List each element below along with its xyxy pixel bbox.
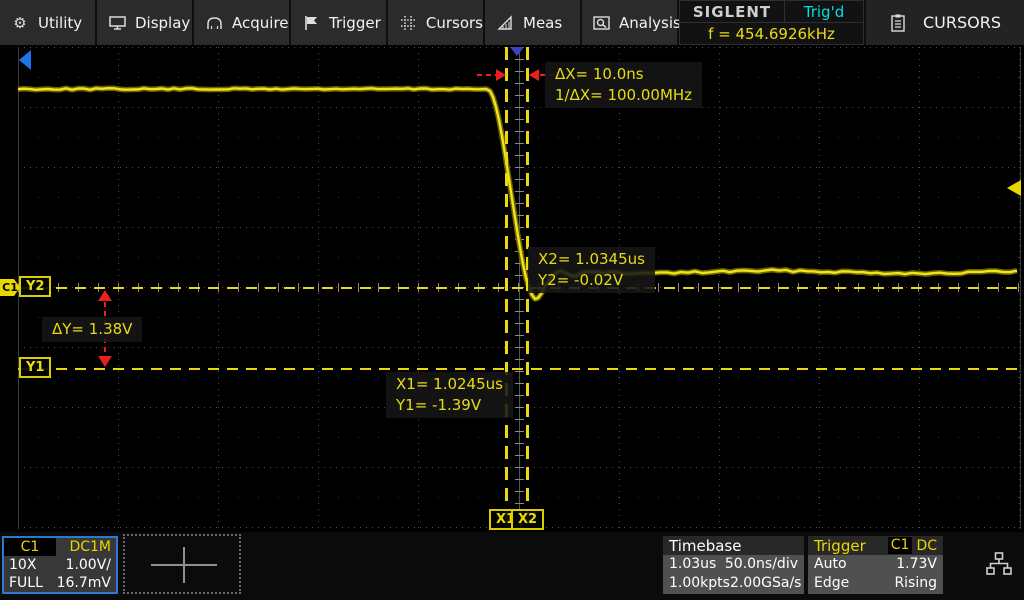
timebase-title: Timebase bbox=[669, 536, 742, 555]
menu-item-label: Analysis bbox=[619, 13, 681, 32]
cursor-y1-line[interactable] bbox=[18, 368, 1020, 370]
acquire-icon bbox=[205, 14, 223, 32]
dy-arrowhead-down-icon bbox=[98, 356, 112, 367]
trigger-level-marker[interactable] bbox=[1007, 180, 1021, 196]
y2-value: Y2= -0.02V bbox=[538, 271, 624, 289]
cursor-y2-line[interactable] bbox=[18, 287, 1020, 289]
menu-item-utility[interactable]: ⚙ Utility bbox=[0, 0, 97, 45]
brand-logo: SIGLENT bbox=[679, 0, 785, 23]
clipboard-icon bbox=[889, 14, 907, 32]
x2y2-readout: X2= 1.0345us Y2= -0.02V bbox=[528, 247, 655, 293]
cursor-x2-tag[interactable]: X2 bbox=[511, 509, 545, 530]
channel1-info-box[interactable]: C1 DC1M 10X 1.00V/ FULL 16.7mV bbox=[2, 536, 118, 594]
inv-dx-value: 1/ΔX= 100.00MHz bbox=[555, 86, 693, 104]
menu-item-label: Utility bbox=[38, 13, 83, 32]
panel-title: CURSORS bbox=[922, 13, 1002, 32]
flag-icon bbox=[302, 14, 320, 32]
menu-item-label: Cursors bbox=[425, 13, 483, 32]
memory-depth: 1.00kpts bbox=[669, 575, 730, 591]
menu-item-trigger[interactable]: Trigger bbox=[291, 0, 388, 45]
status-bar: C1 DC1M 10X 1.00V/ FULL 16.7mV Timebase … bbox=[0, 532, 1024, 600]
waveform-display: C1 Y2 Y1 X1 X2 ΔX= 10.0ns 1/ΔX= 100.00MH… bbox=[0, 45, 1024, 532]
display-icon bbox=[108, 14, 126, 32]
dx-arrow-dash-left bbox=[477, 74, 498, 76]
dy-value: ΔY= 1.38V bbox=[52, 320, 133, 338]
trigger-type: Edge bbox=[814, 575, 850, 591]
y1-value: Y1= -1.39V bbox=[396, 396, 482, 414]
timebase-info-box[interactable]: Timebase 1.03us 50.0ns/div 1.00kpts 2.00… bbox=[663, 536, 804, 594]
channel1-scale: 1.00V/ bbox=[65, 557, 111, 573]
x1-value: X1= 1.0245us bbox=[396, 375, 503, 393]
network-icon[interactable] bbox=[986, 552, 1012, 580]
sample-rate: 2.00GSa/s bbox=[729, 575, 802, 591]
menu-item-cursors[interactable]: Cursors bbox=[388, 0, 485, 45]
analysis-icon bbox=[593, 14, 610, 32]
dx-arrowhead-left-icon bbox=[529, 69, 539, 81]
channel1-name: C1 bbox=[4, 538, 56, 556]
menu-item-label: Display bbox=[135, 13, 191, 32]
channel1-bandwidth: FULL bbox=[9, 575, 43, 591]
cursors-icon bbox=[399, 14, 417, 32]
timebase-delay: 1.03us bbox=[669, 556, 717, 572]
dx-readout: ΔX= 10.0ns 1/ΔX= 100.00MHz bbox=[545, 62, 703, 108]
measure-icon bbox=[496, 14, 514, 32]
dx-value: ΔX= 10.0ns bbox=[555, 65, 644, 83]
menu-item-label: Acquire bbox=[232, 13, 289, 32]
plus-icon bbox=[183, 547, 185, 583]
horizontal-position-marker[interactable] bbox=[19, 50, 31, 70]
dy-arrowhead-up-icon bbox=[98, 290, 112, 301]
trigger-source: C1 bbox=[887, 537, 913, 554]
channel1-offset: 16.7mV bbox=[56, 575, 111, 591]
trigger-frequency-readout: f = 454.6926kHz bbox=[679, 23, 864, 45]
dy-readout: ΔY= 1.38V bbox=[42, 317, 143, 342]
empty-channel-slot[interactable] bbox=[123, 534, 241, 594]
channel1-probe: 10X bbox=[9, 557, 37, 573]
status-block: SIGLENT Trig'd f = 454.6926kHz bbox=[679, 0, 866, 45]
cursor-y2-tag[interactable]: Y2 bbox=[19, 276, 52, 297]
x1y1-readout: X1= 1.0245us Y1= -1.39V bbox=[386, 372, 513, 418]
trigger-mode: Auto bbox=[814, 556, 847, 572]
gear-icon: ⚙ bbox=[13, 13, 27, 32]
trigger-status-badge: Trig'd bbox=[785, 0, 864, 23]
trigger-level: 1.73V bbox=[896, 556, 937, 572]
active-dialog-header[interactable]: CURSORS bbox=[866, 0, 1024, 45]
menu-item-meas[interactable]: Meas bbox=[485, 0, 582, 45]
menu-item-label: Meas bbox=[523, 13, 563, 32]
menu-item-display[interactable]: Display bbox=[97, 0, 194, 45]
menu-item-acquire[interactable]: Acquire bbox=[194, 0, 291, 45]
channel1-level-tag[interactable]: C1 bbox=[0, 279, 20, 296]
x2-value: X2= 1.0345us bbox=[538, 250, 645, 268]
trigger-position-marker[interactable] bbox=[510, 47, 524, 56]
channel1-coupling: DC1M bbox=[69, 539, 111, 555]
cursor-y1-tag[interactable]: Y1 bbox=[19, 357, 52, 378]
trigger-coupling: DC bbox=[916, 537, 937, 554]
trigger-info-box[interactable]: Trigger C1 DC Auto 1.73V Edge Rising bbox=[808, 536, 943, 594]
trigger-slope: Rising bbox=[894, 575, 937, 591]
trigger-title: Trigger bbox=[814, 536, 866, 555]
menu-bar: ⚙ Utility Display Acquire Trigger Curs bbox=[0, 0, 1024, 45]
timebase-scale: 50.0ns/div bbox=[724, 556, 798, 572]
dx-arrowhead-right-icon bbox=[496, 69, 506, 81]
menu-item-label: Trigger bbox=[329, 13, 381, 32]
menu-item-analysis[interactable]: Analysis bbox=[582, 0, 681, 45]
